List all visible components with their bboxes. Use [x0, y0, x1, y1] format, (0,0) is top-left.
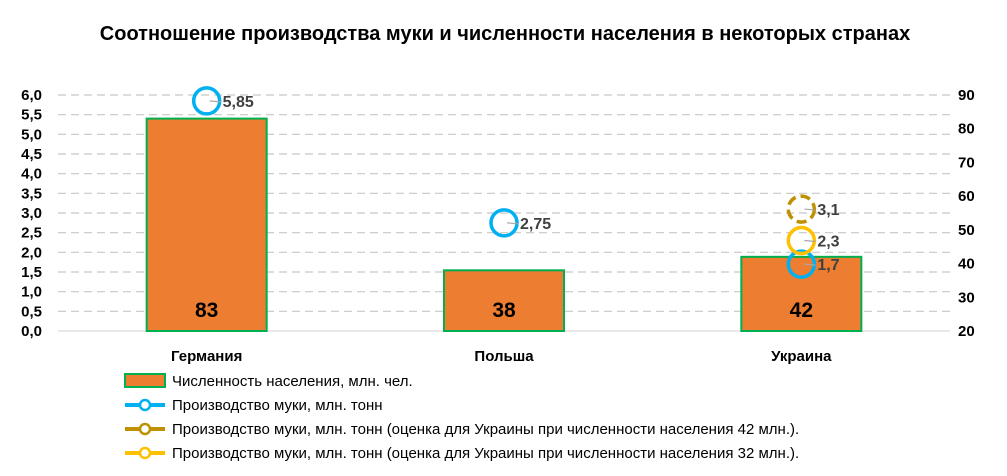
- legend-label: Производство муки, млн. тонн: [172, 397, 383, 414]
- category-label: Польша: [474, 348, 534, 365]
- left-tick-label: 4,0: [21, 166, 42, 183]
- flour-points: 5,85 2,75 1,7 3,1 2,3: [191, 86, 840, 279]
- chart-title: Соотношение производства муки и численно…: [100, 23, 910, 45]
- left-tick-label: 2,0: [21, 244, 42, 261]
- left-tick-label: 1,0: [21, 284, 42, 301]
- flour-point-label: 3,1: [817, 202, 839, 219]
- legend-label: Численность населения, млн. чел.: [172, 373, 413, 390]
- legend-label: Производство муки, млн. тонн (оценка для…: [172, 445, 799, 462]
- legend-swatch-marker: [138, 446, 152, 460]
- legend: Численность населения, млн. чел. Производ…: [124, 373, 799, 462]
- population-bar: [443, 269, 565, 333]
- left-y-axis: 0,0 0,5 1,0 1,5 2,0 2,5 3,0 3,5 4,0 4,5 5,0 5,5 6,0: [21, 87, 42, 340]
- flour-point-label: 1,7: [817, 257, 839, 274]
- label-leader-line: [804, 239, 816, 243]
- flour-point-label: 2,75: [520, 216, 551, 233]
- flour-point-marker: [191, 86, 222, 116]
- right-tick-label: 90: [958, 87, 975, 104]
- legend-item: Производство муки, млн. тонн (оценка для…: [125, 421, 799, 438]
- legend-item: Производство муки, млн. тонн: [125, 397, 383, 414]
- flour-point-marker: [786, 194, 817, 224]
- right-tick-label: 20: [958, 323, 975, 340]
- right-tick-label: 30: [958, 289, 975, 306]
- legend-swatch-marker: [138, 398, 152, 412]
- left-tick-label: 5,5: [21, 107, 42, 124]
- legend-swatch-marker: [138, 422, 152, 436]
- right-y-axis: 20 30 40 50 60 70 80 90: [958, 87, 975, 340]
- right-tick-label: 50: [958, 222, 975, 239]
- flour-point-marker: [786, 225, 817, 256]
- label-leader-line: [804, 263, 816, 266]
- label-leader-line: [506, 222, 519, 225]
- flour-point-marker: [489, 208, 519, 238]
- category-label: Германия: [171, 348, 242, 365]
- right-tick-label: 40: [958, 256, 975, 273]
- bar-value-label: 83: [195, 299, 218, 322]
- left-tick-label: 6,0: [21, 87, 42, 104]
- flour-point-label: 5,85: [223, 94, 254, 111]
- left-tick-label: 3,0: [21, 205, 42, 222]
- population-bar: [145, 117, 268, 332]
- left-tick-label: 0,5: [21, 303, 42, 320]
- category-label: Украина: [771, 348, 832, 365]
- left-tick-label: 1,5: [21, 264, 42, 281]
- left-tick-label: 2,5: [21, 225, 42, 242]
- population-bars: 83 38 42: [145, 117, 863, 333]
- category-axis: Германия Польша Украина: [171, 348, 832, 365]
- flour-point-label: 2,3: [817, 234, 839, 251]
- population-bar: [740, 255, 863, 333]
- legend-swatch: [124, 373, 166, 388]
- left-tick-label: 5,0: [21, 126, 42, 143]
- label-leader-line: [209, 100, 221, 103]
- bar-value-label: 38: [492, 299, 516, 322]
- label-leader-line: [804, 208, 816, 211]
- left-tick-label: 3,5: [21, 185, 42, 202]
- right-tick-label: 70: [958, 154, 975, 171]
- legend-item: Производство муки, млн. тонн (оценка для…: [125, 445, 799, 462]
- right-tick-label: 60: [958, 188, 975, 205]
- right-tick-label: 80: [958, 121, 975, 138]
- left-tick-label: 0,0: [21, 323, 42, 340]
- legend-label: Производство муки, млн. тонн (оценка для…: [172, 421, 799, 438]
- legend-item: Численность населения, млн. чел.: [124, 373, 413, 390]
- left-tick-label: 4,5: [21, 146, 42, 163]
- bar-value-label: 42: [790, 299, 813, 322]
- flour-point-marker: [786, 249, 817, 279]
